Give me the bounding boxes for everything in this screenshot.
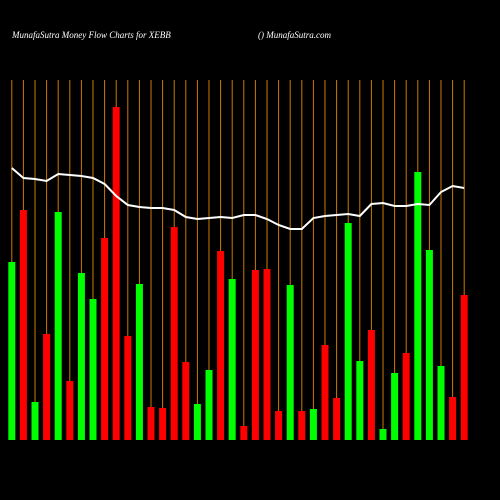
bar bbox=[309, 409, 317, 440]
bar bbox=[240, 426, 248, 440]
bar bbox=[298, 411, 306, 440]
chart-title: MunafaSutra Money Flow Charts for XEBB bbox=[11, 30, 171, 40]
bar bbox=[460, 295, 468, 440]
bar bbox=[66, 381, 74, 440]
bar bbox=[391, 373, 399, 440]
bar bbox=[437, 366, 445, 440]
bar bbox=[275, 411, 283, 440]
bar bbox=[182, 362, 190, 440]
bar bbox=[367, 330, 375, 440]
bar bbox=[77, 273, 85, 440]
bar bbox=[449, 397, 457, 440]
bar bbox=[8, 262, 16, 440]
bar bbox=[147, 407, 155, 440]
chart-subtitle: () MunafaSutra.com bbox=[258, 30, 331, 40]
bar bbox=[425, 250, 433, 440]
bar bbox=[228, 279, 236, 440]
bar bbox=[54, 212, 62, 440]
bar bbox=[414, 172, 422, 440]
bar bbox=[356, 361, 364, 440]
bar bbox=[170, 227, 178, 440]
bar bbox=[402, 353, 410, 440]
bar bbox=[43, 334, 51, 440]
bar bbox=[379, 429, 387, 440]
bar bbox=[135, 284, 143, 440]
bar bbox=[124, 336, 132, 440]
bar bbox=[193, 404, 201, 440]
bar bbox=[321, 345, 329, 440]
bar bbox=[31, 402, 39, 440]
bar bbox=[344, 223, 352, 440]
bar bbox=[89, 299, 97, 440]
bar bbox=[333, 398, 341, 440]
price-line bbox=[11, 167, 465, 230]
bar bbox=[112, 107, 120, 440]
bar bbox=[251, 270, 259, 440]
bar bbox=[217, 251, 225, 440]
bar bbox=[19, 210, 27, 440]
bar bbox=[263, 269, 271, 440]
bar bbox=[286, 285, 294, 440]
bar bbox=[101, 238, 109, 440]
bar bbox=[159, 408, 167, 440]
bar bbox=[205, 370, 213, 440]
